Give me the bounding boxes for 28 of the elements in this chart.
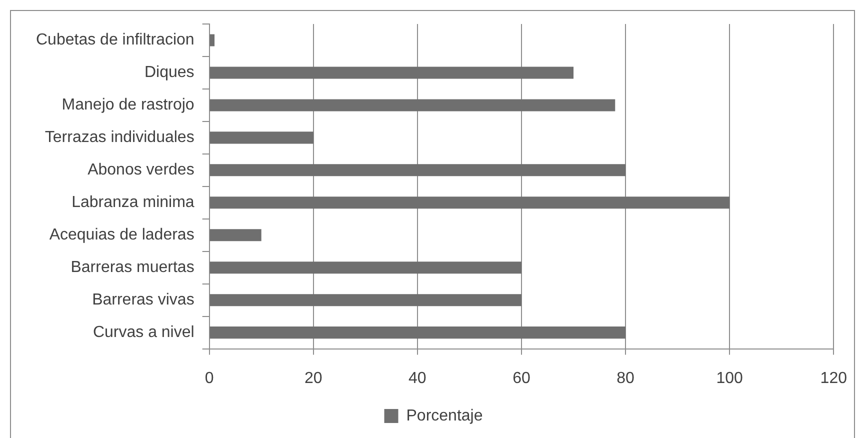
bar [210,229,262,242]
y-tick-label: Diques [144,64,194,82]
bar [210,294,522,306]
x-tick-label: 20 [304,370,322,387]
x-tick-label: 60 [512,370,530,387]
legend-label: Porcentaje [406,407,483,424]
y-tick-label: Terrazas individuales [44,129,194,146]
bar [210,164,626,176]
y-tick-label: Barreras muertas [70,259,194,276]
x-tick-label: 0 [204,370,214,387]
x-tick-label: 100 [716,370,744,387]
y-tick-label: Curvas a nivel [92,324,194,341]
y-tick-label: Manejo de rastrojo [62,96,194,114]
bar [210,132,314,144]
y-tick-label: Abonos verdes [88,162,194,179]
bar [210,262,522,274]
bar [210,99,616,112]
x-tick-label: 80 [616,370,635,387]
bar [210,326,626,339]
y-tick-label: Labranza minima [72,194,194,212]
y-tick-label: Barreras vivas [92,291,194,308]
bar [210,66,574,79]
y-tick-label: Acequias de laderas [49,226,194,244]
bar [210,34,215,46]
y-tick-label: Cubetas de infiltracion [36,32,194,49]
x-tick-label: 120 [820,370,848,387]
bar [210,196,730,209]
x-tick-label: 40 [408,370,426,387]
